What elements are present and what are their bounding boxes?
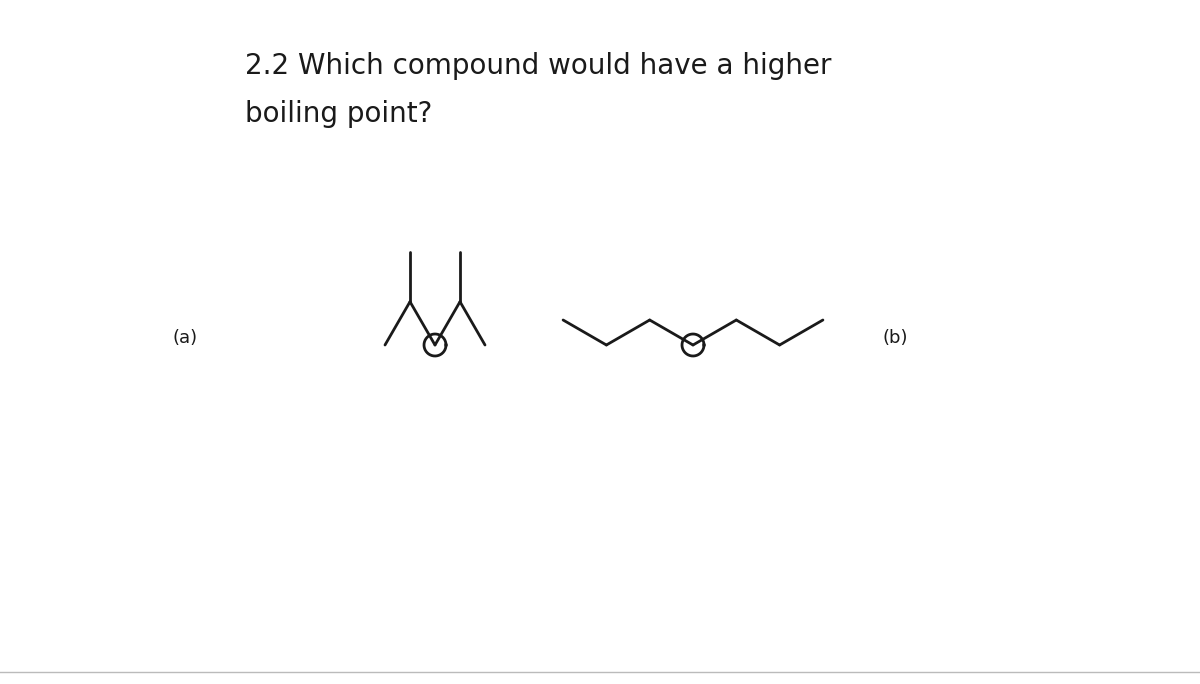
Text: (b): (b)	[882, 329, 907, 347]
Text: boiling point?: boiling point?	[245, 100, 432, 128]
Text: 2.2 Which compound would have a higher: 2.2 Which compound would have a higher	[245, 52, 832, 80]
Text: (a): (a)	[173, 329, 198, 347]
